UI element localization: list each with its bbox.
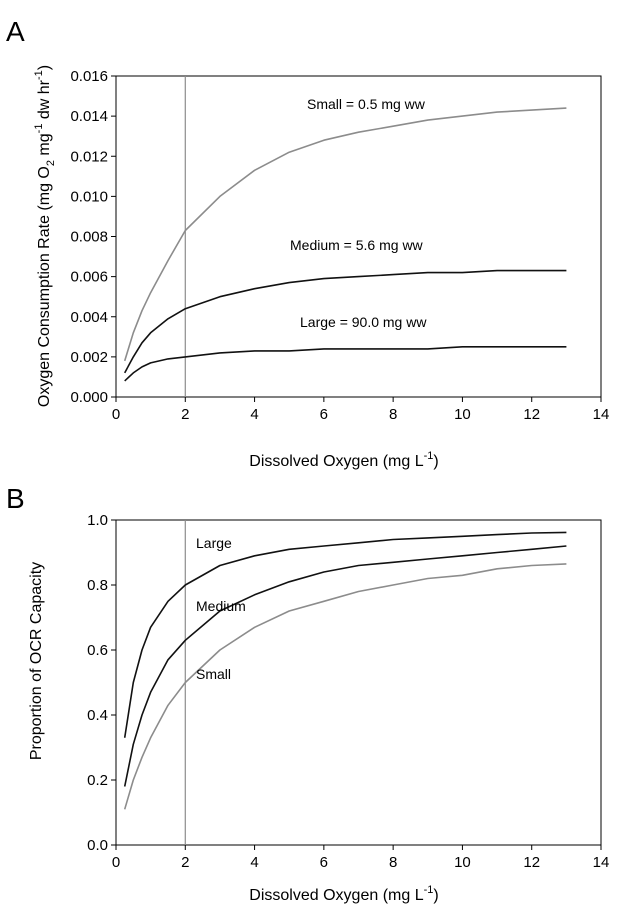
panel-a-y-tick-label: 0.012 (70, 148, 108, 165)
panel-a-x-tick-label: 12 (523, 406, 540, 423)
panel-a-series-label-2: Large = 90.0 mg ww (300, 314, 427, 330)
panel-b-x-tick-label: 12 (523, 854, 540, 871)
panel-b-series-label-2: Small (196, 666, 231, 682)
panel-b-y-tick-label: 0.0 (87, 837, 108, 854)
panel-a-y-tick-label: 0.014 (70, 108, 108, 125)
panel-b-x-tick-label: 8 (389, 854, 397, 871)
panel-a-series-line-0 (123, 107, 567, 362)
panel-a-x-tick-label: 4 (250, 406, 258, 423)
panel-a-y-tick-label: 0.016 (70, 68, 108, 85)
panel-a-series-line-2 (124, 346, 567, 382)
panel-b-x-tick-label: 2 (181, 854, 189, 871)
panel-a-x-tick-label: 0 (112, 406, 120, 423)
panel-a-y-tick-label: 0.006 (70, 269, 108, 286)
panel-b-series-line-2 (123, 563, 567, 810)
panel-b-x-tick-label: 0 (112, 854, 120, 871)
panel-b-plot-frame (115, 519, 602, 846)
panel-a-x-tick-label: 8 (389, 406, 397, 423)
panel-b-y-tick-label: 0.2 (87, 772, 108, 789)
panel-a-x-tick-label: 10 (454, 406, 471, 423)
panel-a-y-tick-label: 0.010 (70, 188, 108, 205)
panel-a-y-axis-title: Oxygen Consumption Rate (mg O2 mg-1 dw h… (33, 65, 57, 407)
panel-b-x-tick-label: 14 (593, 854, 610, 871)
panel-a-y-tick-label: 0.008 (70, 229, 108, 246)
panel-a-letter: A (6, 16, 25, 47)
panel-a-series-line-1 (123, 269, 567, 374)
panel-b-letter: B (6, 483, 25, 514)
panel-b-x-tick-label: 4 (250, 854, 258, 871)
panel-b-y-axis-title: Proportion of OCR Capacity (28, 562, 45, 760)
panel-a-x-axis-title: Dissolved Oxygen (mg L-1) (249, 450, 438, 470)
panel-a-y-tick-label: 0.002 (70, 349, 108, 366)
panel-a-chart: 0 2 4 6 8 10 12 14 0.000 0.002 0.004 0.006 0.008 0.01… (70, 68, 609, 423)
panel-b-x-tick-label: 10 (454, 854, 471, 871)
panel-a-x-tick-label: 2 (181, 406, 189, 423)
panel-b-y-tick-label: 0.6 (87, 642, 108, 659)
panel-b-series-label-1: Medium (196, 598, 246, 614)
panel-a-series-label-0: Small = 0.5 mg ww (307, 96, 426, 112)
panel-b-series-label-0: Large (196, 535, 232, 551)
panel-b-chart: 0 2 4 6 8 10 12 14 0.0 0.2 0.4 0.6 0.8 1.0 Large Medium… (87, 512, 609, 871)
panel-b-x-tick-label: 6 (320, 854, 328, 871)
panel-a-y-tick-label: 0.004 (70, 309, 108, 326)
panel-b-y-tick-label: 1.0 (87, 512, 108, 529)
panel-a-x-tick-label: 6 (320, 406, 328, 423)
panel-b-y-tick-label: 0.4 (87, 707, 108, 724)
panel-b-series-line-1 (123, 545, 567, 787)
panel-a-x-tick-label: 14 (593, 406, 610, 423)
panel-b-y-tick-label: 0.8 (87, 577, 108, 594)
panel-b-x-axis-title: Dissolved Oxygen (mg L-1) (249, 884, 438, 904)
panel-b-series-line-0 (123, 531, 567, 738)
panel-a-y-tick-label: 0.000 (70, 389, 108, 406)
panel-a-series-label-1: Medium = 5.6 mg ww (290, 237, 424, 253)
